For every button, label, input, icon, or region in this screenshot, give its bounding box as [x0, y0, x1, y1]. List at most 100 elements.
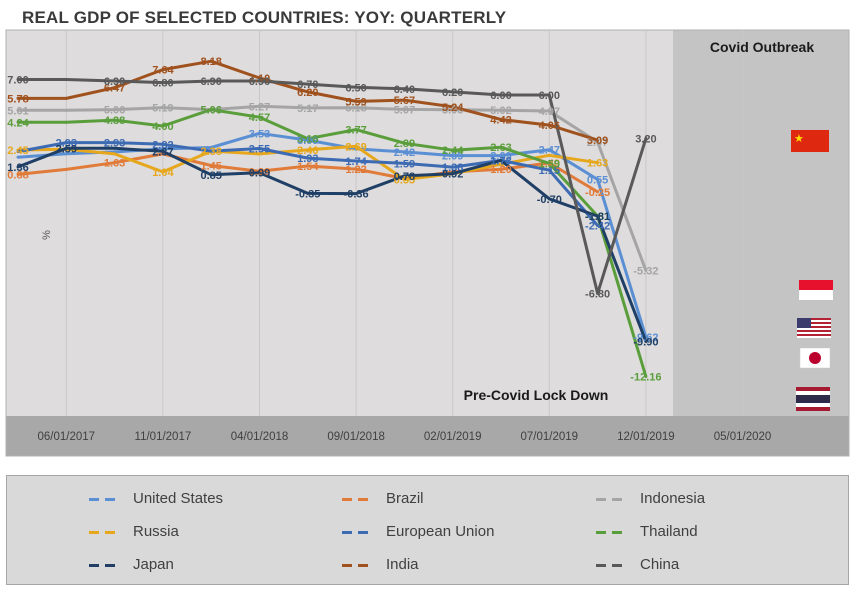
- data-label-european-union: 1.78: [490, 155, 511, 167]
- china-flag-icon: ★: [791, 130, 829, 152]
- data-point-thailand: [113, 118, 117, 122]
- data-label-european-union: -2.42: [585, 221, 610, 233]
- legend-swatch-brazil: [342, 494, 378, 504]
- data-label-indonesia: 5.06: [200, 105, 221, 117]
- thailand-flag-icon: [796, 387, 830, 411]
- data-point-brazil: [354, 167, 358, 171]
- data-label-thailand: 4.57: [249, 112, 270, 124]
- data-label-india: 4.42: [490, 114, 511, 126]
- data-point-russia: [499, 162, 503, 166]
- data-point-brazil: [64, 167, 68, 171]
- data-point-china: [547, 93, 551, 97]
- data-point-thailand: [451, 148, 455, 152]
- data-label-united-states: -9.62: [633, 332, 658, 344]
- x-tick-label: 02/01/2019: [424, 431, 482, 443]
- data-label-thailand: 5.06: [200, 105, 221, 117]
- x-tick-label: 04/01/2018: [231, 431, 289, 443]
- data-label-european-union: 2.55: [249, 143, 270, 155]
- data-point-china: [354, 85, 358, 89]
- data-point-japan: [451, 172, 455, 176]
- data-label-russia: 1.04: [152, 167, 174, 179]
- legend-label: India: [386, 556, 419, 573]
- data-label-european-union: 1.38: [442, 162, 463, 174]
- data-point-china: [596, 291, 600, 295]
- legend-swatch-china: [596, 560, 632, 570]
- data-point-brazil: [306, 164, 310, 168]
- data-point-russia: [161, 170, 165, 174]
- data-label-brazil: 0.88: [7, 169, 28, 181]
- data-point-european-union: [596, 224, 600, 228]
- legend-item-russia: Russia: [89, 523, 179, 540]
- data-label-indonesia: 5.07: [394, 104, 415, 116]
- data-label-japan: 0.92: [442, 169, 463, 181]
- data-point-india: [354, 99, 358, 103]
- data-label-thailand: 3.77: [345, 125, 366, 137]
- chart-frame: [5, 29, 850, 457]
- data-label-china: 6.00: [539, 90, 560, 102]
- data-point-russia: [596, 161, 600, 165]
- legend-label: European Union: [386, 523, 495, 540]
- data-point-european-union: [113, 141, 117, 145]
- data-label-thailand: 4.00: [152, 121, 173, 133]
- data-point-european-union: [354, 159, 358, 163]
- data-label-india: 7.10: [249, 73, 270, 85]
- data-label-russia: 2.69: [345, 141, 366, 153]
- data-label-china: 6.00: [490, 90, 511, 102]
- data-label-european-union: 1.93: [297, 153, 318, 165]
- data-point-china: [306, 82, 310, 86]
- data-point-united-states: [209, 146, 213, 150]
- data-point-thailand: [209, 108, 213, 112]
- data-point-india: [547, 123, 551, 127]
- data-point-brazil: [113, 161, 117, 165]
- data-label-japan: -0.36: [344, 189, 369, 201]
- data-point-japan: [547, 197, 551, 201]
- data-label-thailand: 1.59: [539, 158, 560, 170]
- data-label-china: 6.40: [394, 84, 415, 96]
- data-point-indonesia: [16, 108, 20, 112]
- legend-item-brazil: Brazil: [342, 490, 424, 507]
- data-label-japan: 0.85: [200, 170, 221, 182]
- data-point-japan: [113, 146, 117, 150]
- plot-background: [6, 30, 673, 416]
- data-point-indonesia: [64, 108, 68, 112]
- data-label-china: 6.90: [249, 76, 270, 88]
- legend-swatch-thailand: [596, 527, 632, 537]
- svg-text:★: ★: [794, 132, 804, 145]
- data-point-japan: [596, 214, 600, 218]
- data-label-japan: 2.37: [152, 146, 173, 158]
- data-point-united-states: [161, 147, 165, 151]
- data-point-european-union: [547, 168, 551, 172]
- data-label-china: 7.00: [7, 75, 28, 87]
- data-point-indonesia: [258, 104, 261, 108]
- data-label-indonesia: 5.17: [297, 103, 318, 115]
- data-point-india: [451, 105, 455, 109]
- legend-swatch-united-states: [89, 494, 125, 504]
- data-point-japan: [306, 191, 310, 195]
- legend-label: Indonesia: [640, 490, 706, 507]
- data-label-thailand: 2.44: [442, 145, 464, 157]
- usa-flag-icon: [797, 318, 831, 338]
- data-point-thailand: [354, 128, 358, 132]
- x-tick-label: 06/01/2017: [38, 431, 96, 443]
- data-label-brazil: 0.99: [249, 166, 270, 178]
- data-label-india: 7.64: [152, 65, 174, 77]
- legend-swatch-indonesia: [596, 494, 632, 504]
- data-label-india: 5.67: [394, 95, 415, 107]
- data-label-japan: 0.78: [394, 171, 415, 183]
- data-point-european-union: [64, 141, 68, 145]
- data-label-thailand: 3.18: [297, 134, 318, 146]
- data-label-japan: -9.90: [633, 336, 658, 348]
- legend-label: Brazil: [386, 490, 424, 507]
- data-point-india: [209, 59, 213, 63]
- data-label-india: 3.09: [587, 135, 608, 147]
- data-point-china: [209, 79, 213, 83]
- indonesia-flag-icon: [799, 280, 833, 300]
- legend-swatch-european-union: [342, 527, 378, 537]
- data-label-brazil: 1.20: [490, 164, 511, 176]
- x-axis-band: [6, 416, 849, 456]
- data-point-thailand: [402, 141, 406, 145]
- data-label-russia: 2.38: [200, 146, 221, 158]
- legend-label: Thailand: [640, 523, 698, 540]
- data-point-indonesia: [354, 106, 358, 110]
- data-point-thailand: [161, 124, 165, 128]
